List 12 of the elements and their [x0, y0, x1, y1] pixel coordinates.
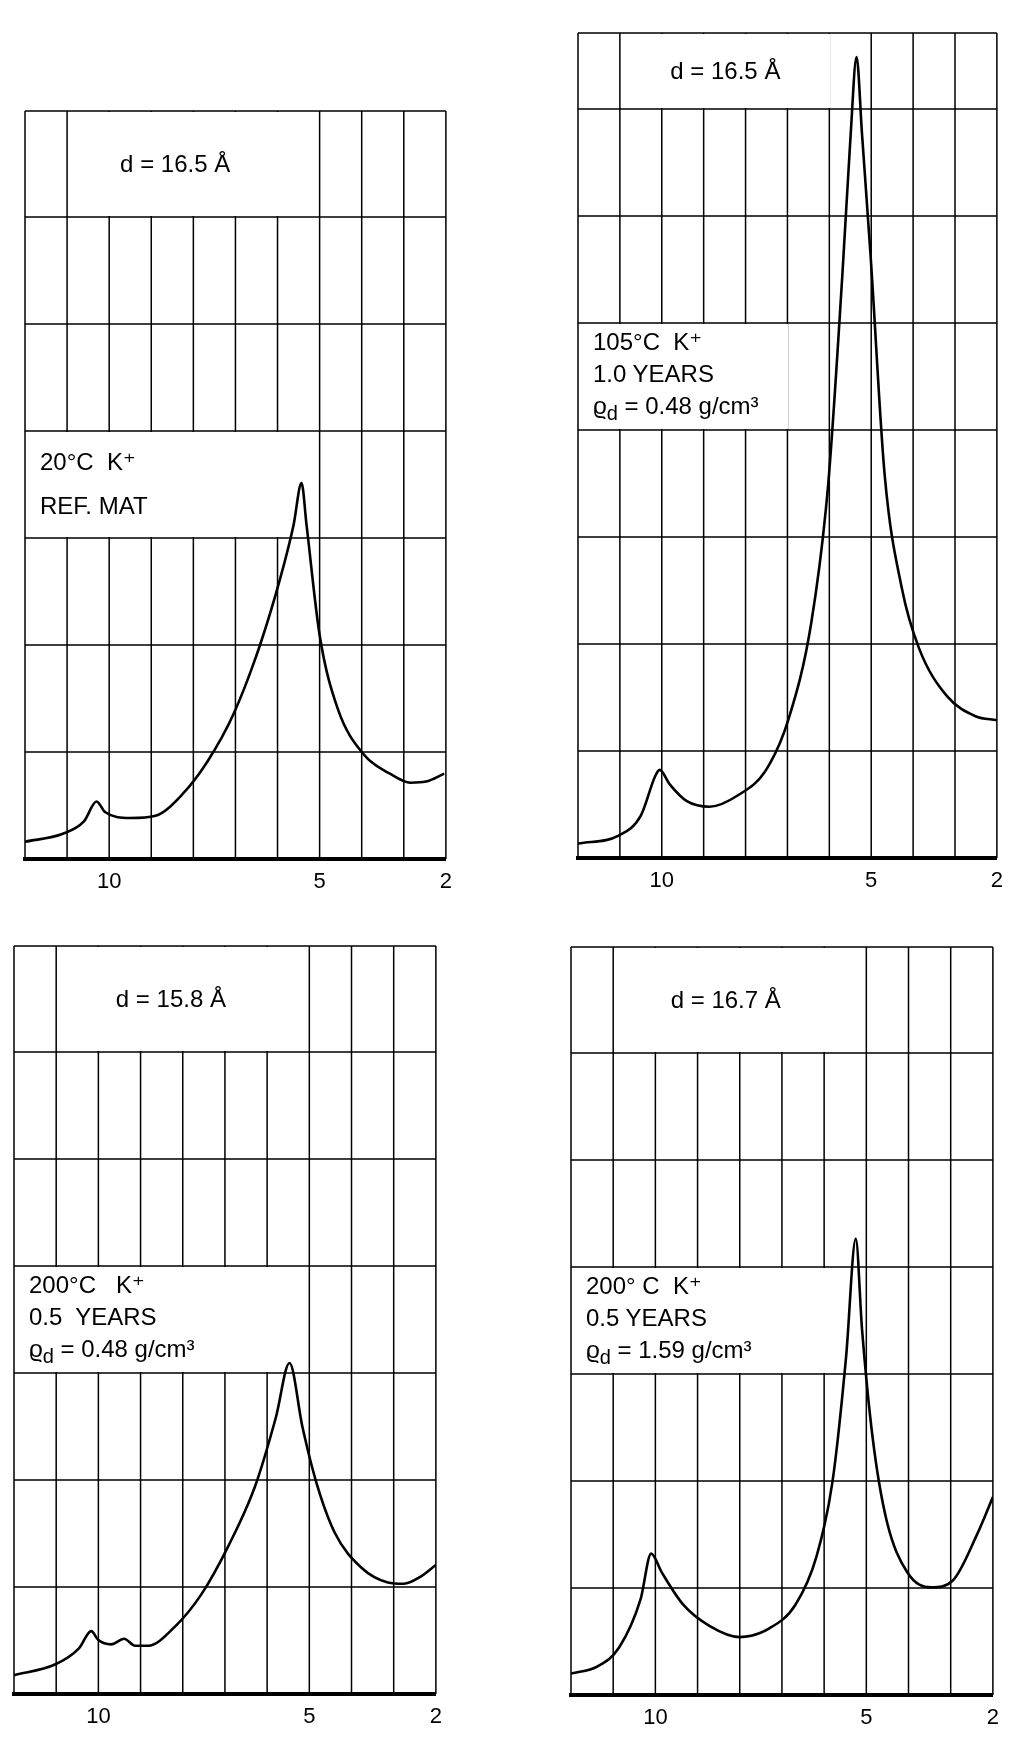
- x-tick-label: 10: [643, 1704, 668, 1730]
- x-tick-label: 5: [865, 867, 878, 893]
- x-tick-label: 2: [439, 868, 453, 894]
- x-tick-label: 5: [313, 868, 326, 894]
- x-tick-label: 10: [96, 868, 122, 894]
- x-tick-label: 10: [86, 1703, 111, 1729]
- x-tick-label: 2: [990, 867, 1004, 893]
- x-tick-label: 2: [429, 1703, 443, 1729]
- x-tick-label: 2: [986, 1704, 1000, 1730]
- x-tick-label: 10: [649, 867, 675, 893]
- x-tick-label: 5: [303, 1703, 316, 1729]
- x-tick-label: 5: [860, 1704, 873, 1730]
